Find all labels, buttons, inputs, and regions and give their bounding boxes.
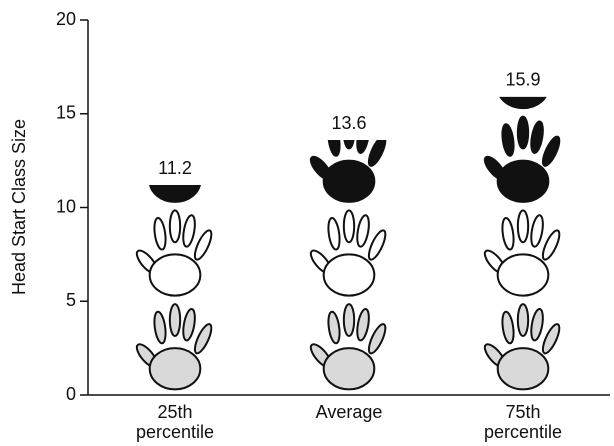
data-label: 15.9 xyxy=(505,70,540,90)
x-tick-label: 75th percentile xyxy=(484,402,562,442)
hand-finger xyxy=(168,303,182,337)
hand-finger xyxy=(327,310,341,345)
hand-finger xyxy=(541,229,561,261)
hand-finger xyxy=(540,41,563,74)
hand-finger xyxy=(192,135,215,168)
hand-finger xyxy=(530,120,544,154)
hand-finger xyxy=(182,214,196,248)
hand-finger xyxy=(516,115,530,150)
hand-palm xyxy=(322,253,376,297)
hand-finger xyxy=(342,209,356,244)
hand-finger xyxy=(529,27,545,60)
x-tick-label: Average xyxy=(316,402,383,422)
hand-finger xyxy=(530,214,544,248)
x-tick-label: 25th percentile xyxy=(136,402,214,442)
y-tick-label: 0 xyxy=(66,384,76,404)
hand-finger xyxy=(356,140,370,154)
hand-finger xyxy=(367,323,387,355)
hand-finger xyxy=(356,307,370,342)
hand-finger xyxy=(181,121,197,154)
hand-finger xyxy=(193,323,213,355)
hand-thumb xyxy=(134,154,161,183)
hand-finger xyxy=(530,307,544,342)
hand-palm xyxy=(148,253,202,297)
hand-finger xyxy=(516,303,530,337)
hand-finger xyxy=(170,117,180,149)
hand-finger xyxy=(541,135,561,167)
hand-finger xyxy=(501,123,515,157)
hand-thumb xyxy=(482,60,509,89)
hand-finger xyxy=(168,209,182,244)
pictogram-bar xyxy=(134,117,215,391)
hand-finger xyxy=(327,140,341,157)
data-label: 13.6 xyxy=(331,113,366,133)
y-tick-label: 20 xyxy=(56,9,76,29)
hand-finger xyxy=(518,23,528,55)
hand-finger xyxy=(501,30,516,63)
hand-finger xyxy=(356,214,370,248)
hand-palm xyxy=(496,347,550,391)
hand-palm xyxy=(322,347,376,391)
hand-finger xyxy=(501,310,515,345)
pictogram-bar xyxy=(309,140,387,391)
y-tick-label: 10 xyxy=(56,196,76,216)
hand-finger xyxy=(367,229,387,261)
hand-finger xyxy=(342,303,356,337)
hand-finger xyxy=(193,229,213,261)
hand-finger xyxy=(153,310,167,345)
hand-finger xyxy=(367,140,387,167)
hand-finger xyxy=(501,216,515,251)
pictogram-bar xyxy=(482,23,563,391)
hand-palm xyxy=(322,159,376,203)
hand-finger xyxy=(182,307,196,342)
hand-finger xyxy=(153,216,167,251)
hand-palm xyxy=(148,347,202,391)
hand-palm xyxy=(496,253,550,297)
hand-finger xyxy=(516,209,530,244)
hand-finger xyxy=(343,140,355,150)
y-tick-label: 5 xyxy=(66,290,76,310)
y-tick-label: 15 xyxy=(56,103,76,123)
hand-finger xyxy=(541,323,561,355)
hand-palm xyxy=(149,185,201,203)
hand-palm xyxy=(499,96,547,110)
y-axis-label: Head Start Class Size xyxy=(9,119,29,295)
data-label: 11.2 xyxy=(158,158,192,178)
hand-palm xyxy=(496,159,550,203)
hand-finger xyxy=(153,123,168,156)
hand-finger xyxy=(327,216,341,251)
